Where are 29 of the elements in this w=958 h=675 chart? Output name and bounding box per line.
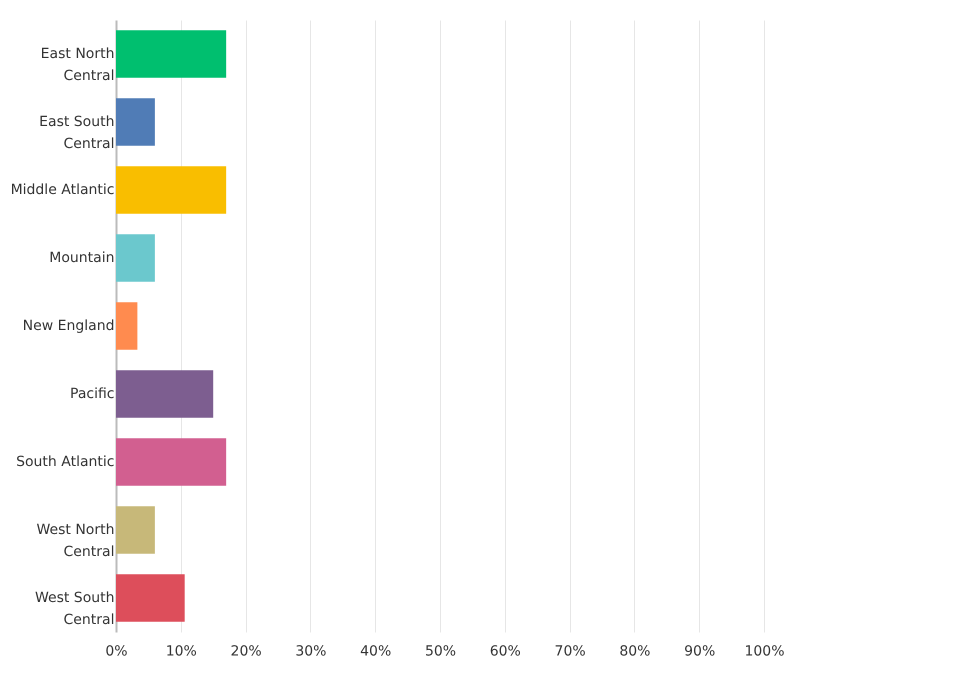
bar [116, 166, 226, 214]
y-tick-label: West North Central [36, 522, 114, 560]
x-tick-label: 50% [424, 644, 456, 660]
x-tick-label: 100% [744, 644, 785, 660]
bar [116, 370, 214, 418]
x-tick-label: 90% [684, 644, 716, 660]
bar [116, 302, 138, 350]
x-tick-label: 10% [166, 644, 197, 660]
x-tick-label: 20% [230, 644, 262, 660]
x-tick-label: 30% [295, 644, 326, 660]
y-tick-label: Middle Atlantic [10, 182, 114, 198]
y-tick-label: East South Central [39, 114, 114, 152]
x-tick-label: 70% [554, 644, 586, 660]
bar [116, 574, 185, 622]
bar [116, 438, 226, 486]
y-tick-label: East North Central [40, 46, 114, 84]
y-tick-label: West South Central [34, 590, 114, 628]
x-tick-label: 40% [360, 644, 392, 660]
y-tick-label: Pacific [70, 386, 114, 402]
bar [116, 30, 226, 78]
bar [116, 98, 155, 146]
bar [116, 234, 155, 282]
bar [116, 506, 155, 554]
y-tick-label: New England [22, 318, 114, 334]
x-tick-label: 60% [490, 644, 521, 660]
y-tick-label: South Atlantic [16, 454, 114, 470]
y-tick-label: Mountain [49, 250, 114, 266]
x-tick-label: 80% [619, 644, 650, 660]
x-tick-label: 0% [105, 644, 128, 660]
